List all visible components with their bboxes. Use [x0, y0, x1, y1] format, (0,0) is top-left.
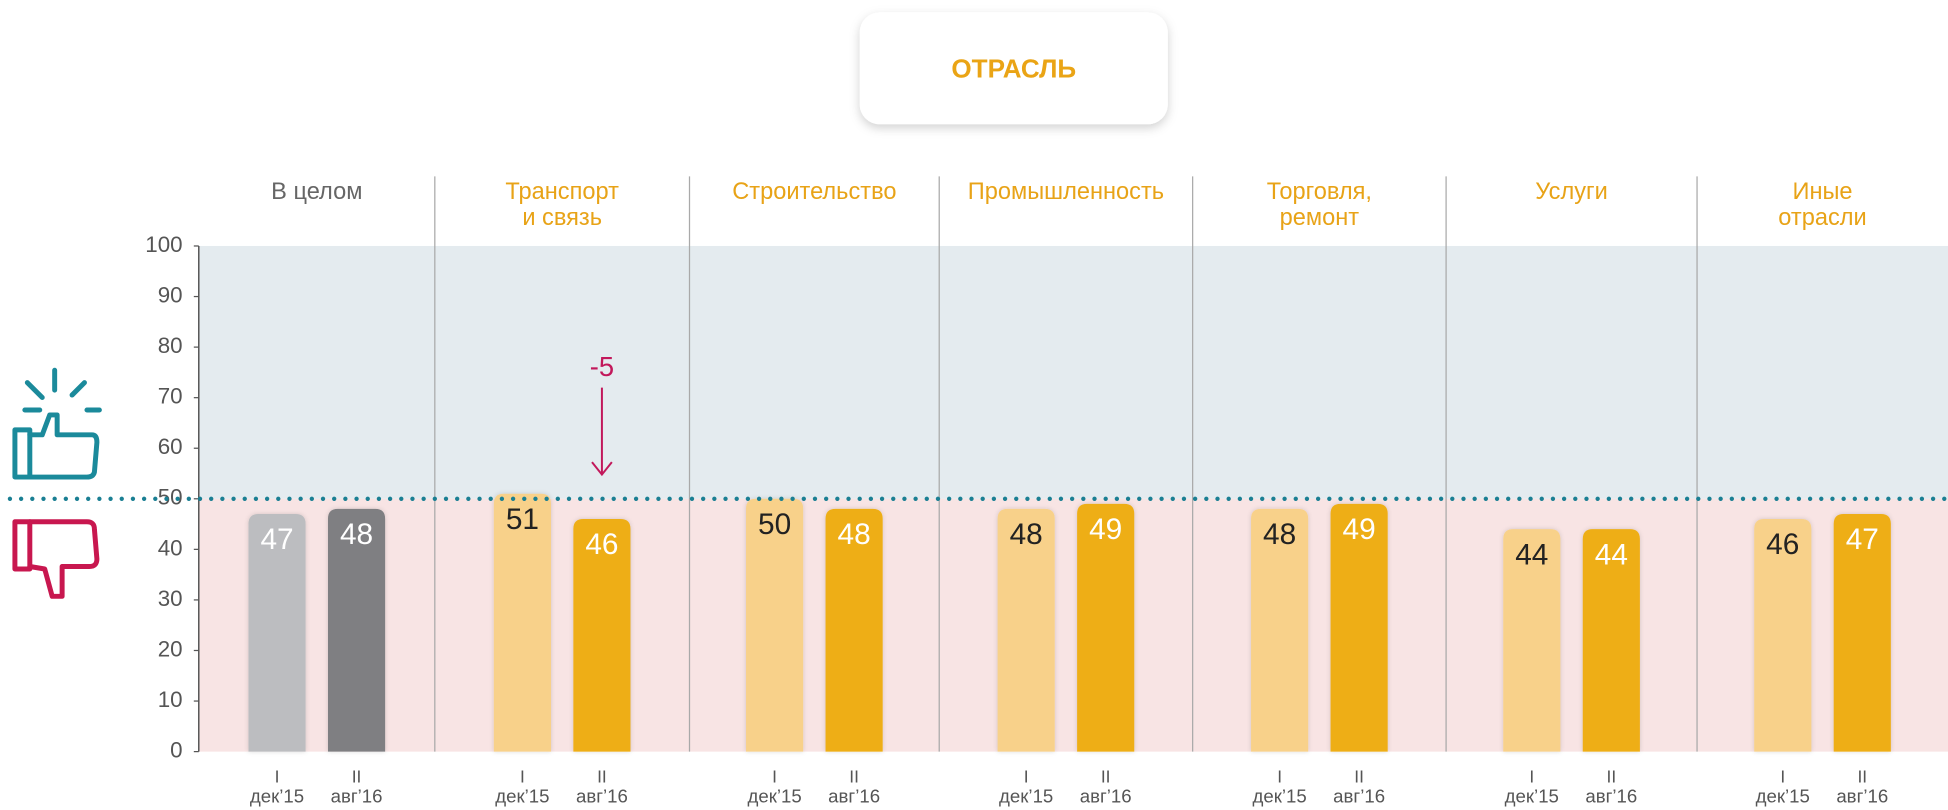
bar: [746, 498, 804, 752]
value-label: 48: [1263, 518, 1296, 551]
period-label: дек’15: [999, 785, 1053, 806]
bar: [327, 508, 386, 752]
period-label: дек’15: [1252, 785, 1306, 806]
period-label: авг’16: [828, 785, 880, 806]
series-label: II: [352, 766, 362, 786]
y-tick-label: 60: [158, 434, 183, 459]
y-tick-label: 0: [170, 738, 182, 763]
category-label: отрасли: [1778, 205, 1866, 231]
positive-zone: [198, 245, 1948, 499]
period-label: дек’15: [1756, 785, 1810, 806]
series-label: II: [1354, 766, 1364, 786]
period-label: авг’16: [1585, 785, 1637, 806]
value-label: 46: [585, 528, 618, 561]
period-label: дек’15: [747, 785, 801, 806]
series-label: II: [597, 766, 607, 786]
category-label: Промышленность: [968, 179, 1164, 205]
bar: [1754, 519, 1812, 752]
series-label: I: [275, 766, 280, 786]
value-label: 46: [1766, 528, 1799, 561]
value-label: 44: [1595, 538, 1628, 571]
period-label: авг’16: [1080, 785, 1132, 806]
bar: [1330, 503, 1388, 752]
value-label: 47: [260, 523, 293, 556]
value-label: 49: [1089, 513, 1122, 546]
y-tick-label: 80: [158, 333, 183, 358]
y-tick-label: 10: [158, 687, 183, 712]
series-label: II: [1606, 766, 1616, 786]
value-label: 49: [1343, 513, 1376, 546]
value-label: 47: [1846, 523, 1879, 556]
series-label: I: [1277, 766, 1282, 786]
bar: [248, 513, 306, 752]
y-tick-label: 100: [145, 232, 182, 257]
y-tick-label: 70: [158, 384, 183, 409]
value-label: 44: [1515, 538, 1548, 571]
title-box: [859, 12, 1168, 125]
value-label: 51: [506, 503, 539, 536]
value-label: 48: [340, 518, 373, 551]
category-label: Иные: [1792, 179, 1852, 205]
period-label: дек’15: [1505, 785, 1559, 806]
series-label: I: [1529, 766, 1534, 786]
bar: [573, 519, 631, 752]
thumb-down-icon: [12, 519, 100, 599]
thumb-up-icon: [12, 367, 102, 480]
value-label: 48: [838, 518, 871, 551]
series-label: I: [1024, 766, 1029, 786]
y-tick-label: 40: [158, 535, 183, 560]
category-label: Торговля,: [1267, 179, 1372, 205]
category-label: Услуги: [1535, 179, 1608, 205]
negative-zone: [198, 498, 1948, 752]
bar: [1077, 503, 1135, 752]
period-label: авг’16: [1836, 785, 1888, 806]
series-label: II: [1857, 766, 1867, 786]
series-label: I: [772, 766, 777, 786]
annotation-arrow: [591, 387, 613, 477]
series-label: I: [520, 766, 525, 786]
period-label: авг’16: [576, 785, 628, 806]
bar: [1251, 508, 1309, 752]
value-label: 50: [758, 508, 791, 541]
bar: [1582, 529, 1640, 752]
bar: [825, 508, 883, 752]
series-label: II: [849, 766, 859, 786]
y-tick-label: 20: [158, 636, 183, 661]
bar: [997, 508, 1055, 752]
series-label: I: [1780, 766, 1785, 786]
category-label: Строительство: [732, 179, 896, 205]
y-tick-label: 90: [158, 282, 183, 307]
chart-title: ОТРАСЛЬ: [951, 54, 1076, 84]
period-label: авг’16: [1333, 785, 1385, 806]
category-label: В целом: [271, 179, 362, 205]
value-label: 48: [1010, 518, 1043, 551]
bar: [493, 493, 551, 752]
series-label: II: [1101, 766, 1111, 786]
bar: [1833, 513, 1891, 752]
category-label: ремонт: [1280, 205, 1360, 231]
period-label: авг’16: [331, 785, 383, 806]
bar: [1503, 529, 1561, 752]
period-label: дек’15: [250, 785, 304, 806]
annotation: -5: [590, 351, 614, 382]
period-label: дек’15: [495, 785, 549, 806]
category-label: Транспорт: [505, 179, 619, 205]
category-label: и связь: [522, 205, 602, 231]
y-tick-label: 30: [158, 586, 183, 611]
